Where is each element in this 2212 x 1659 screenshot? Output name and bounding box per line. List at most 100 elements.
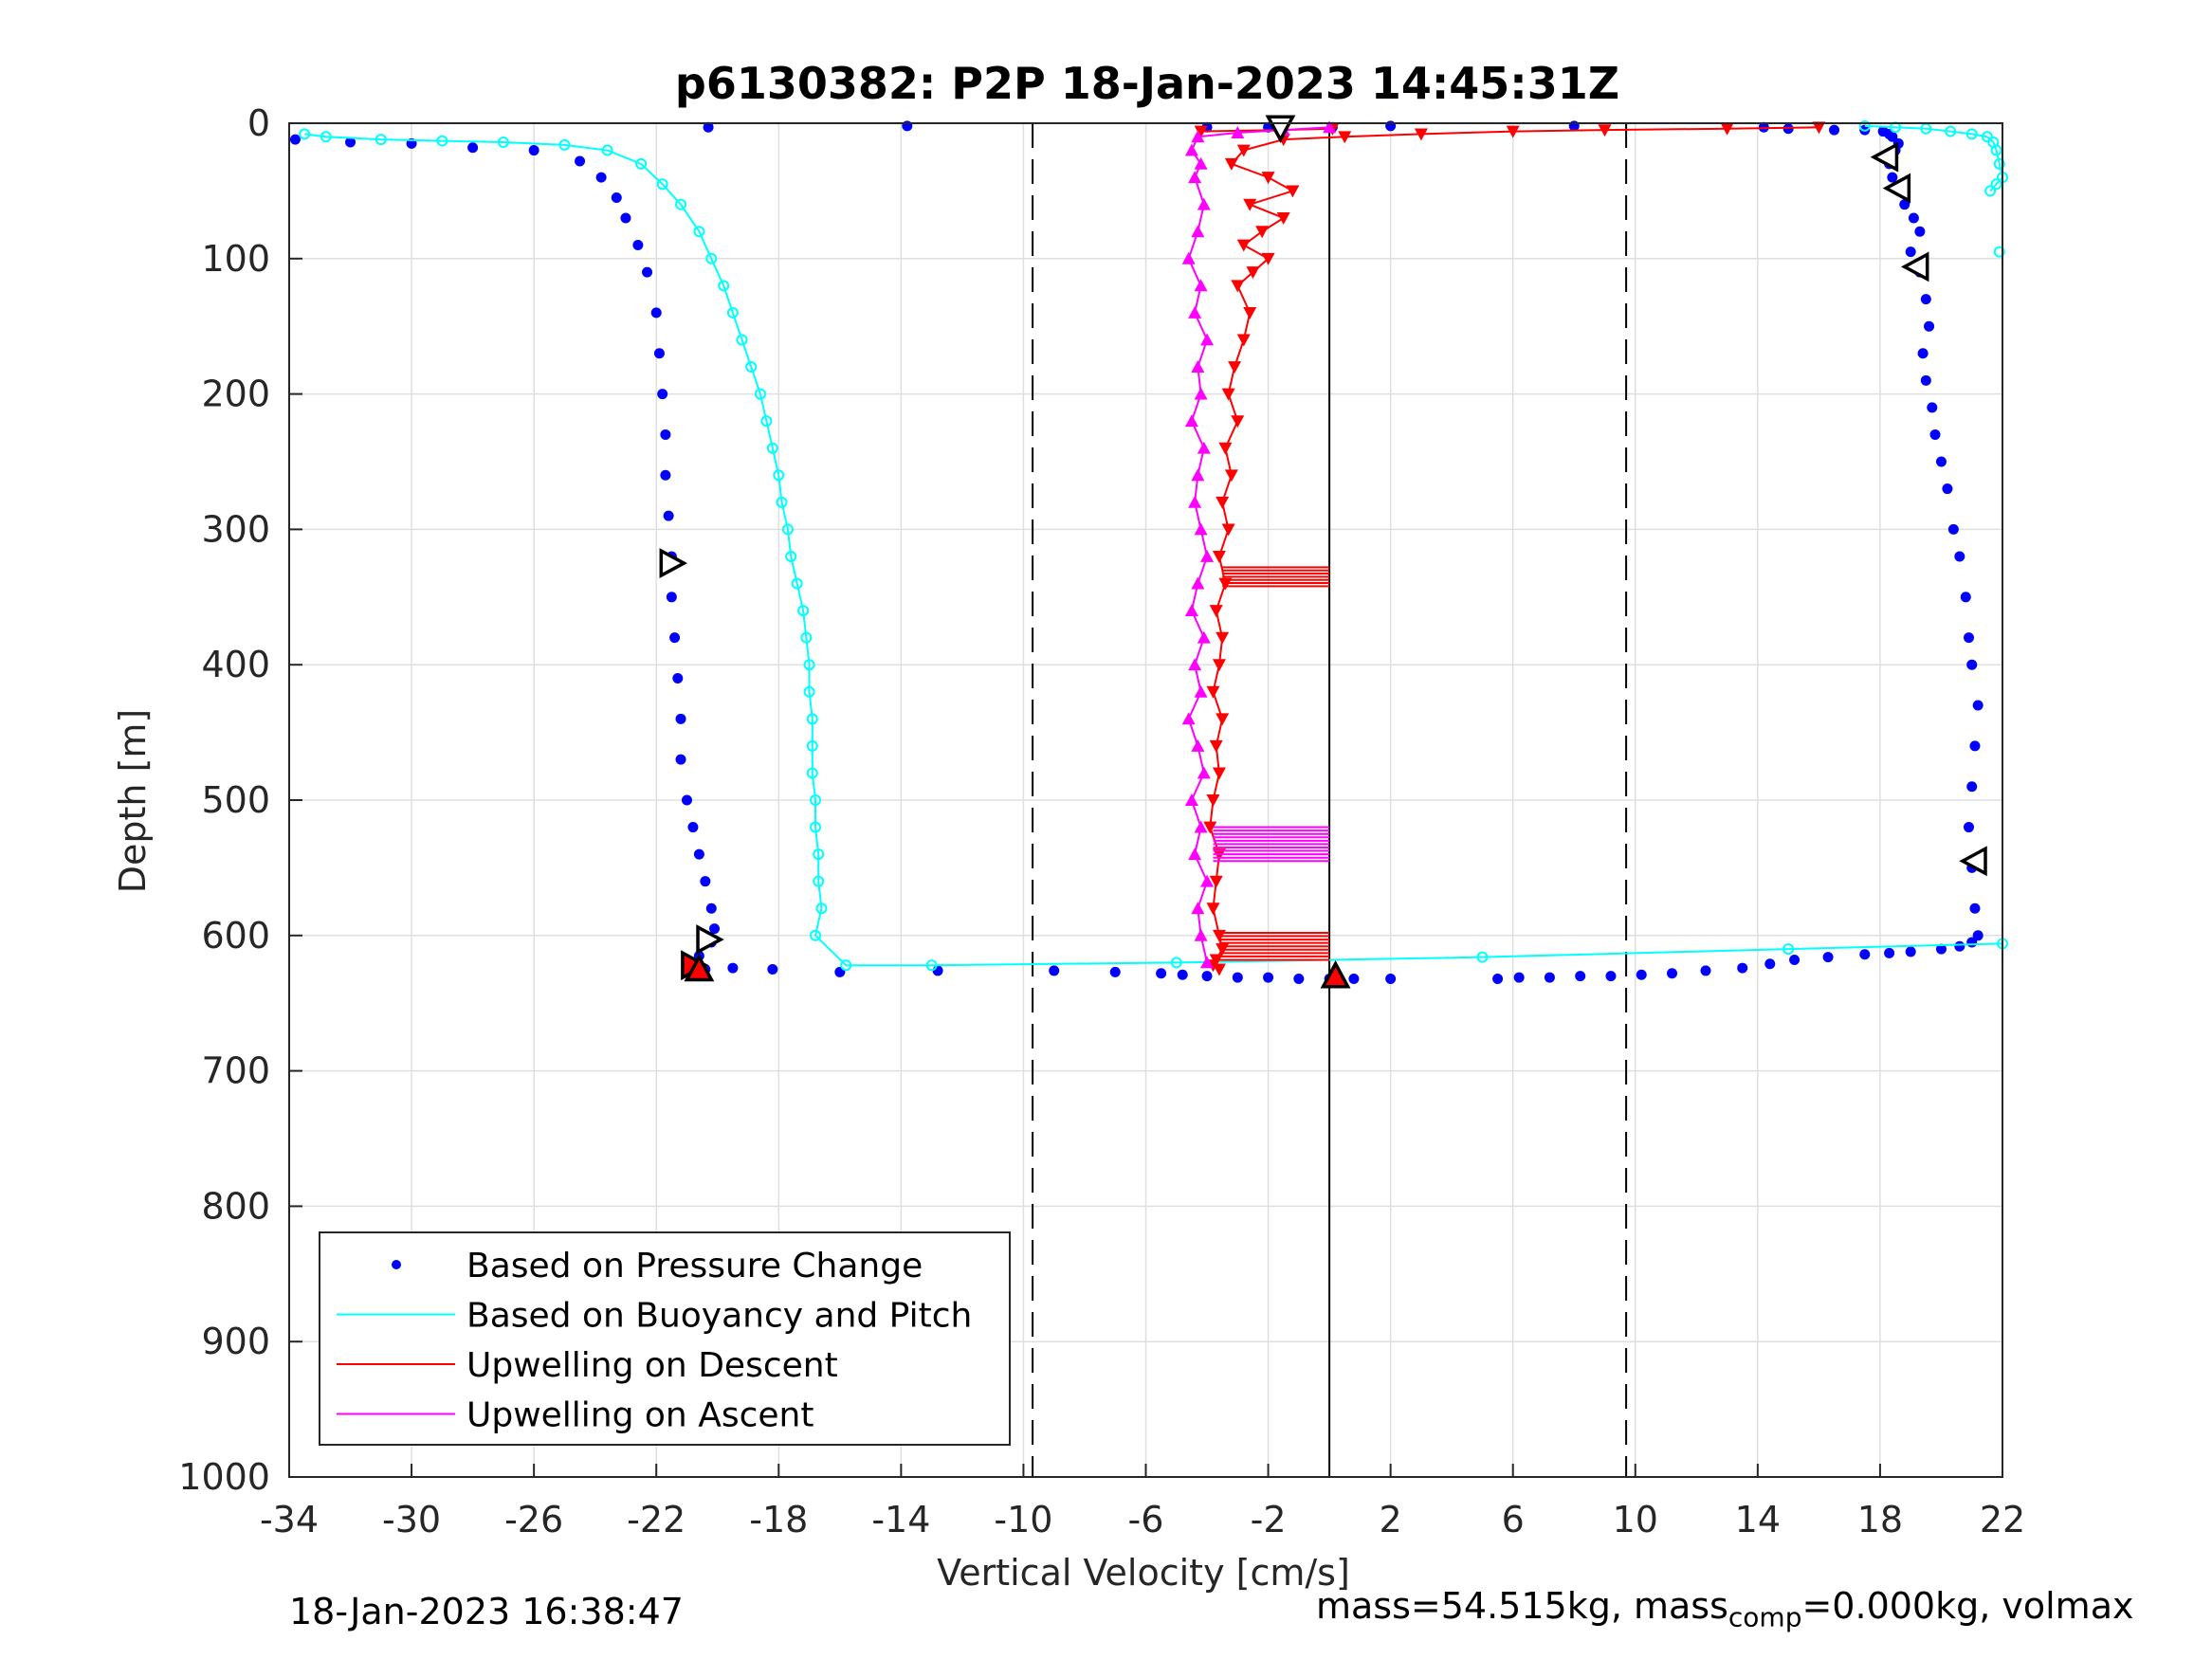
- triangle-marker: [1320, 959, 1351, 989]
- data-point: [1964, 632, 1975, 644]
- data-point: [1323, 120, 1337, 134]
- data-point: [1049, 965, 1060, 976]
- data-point: [813, 875, 825, 887]
- data-point: [1924, 320, 1935, 332]
- data-point: [1737, 962, 1748, 974]
- data-point: [1243, 306, 1257, 319]
- data-point: [1700, 965, 1711, 976]
- data-point: [1667, 968, 1678, 979]
- data-point: [632, 240, 644, 251]
- data-point: [375, 134, 387, 146]
- triangle-marker: [1882, 173, 1911, 204]
- data-point: [1109, 966, 1121, 977]
- x-tick-label: 2: [1380, 1499, 1402, 1540]
- data-point: [1191, 360, 1205, 373]
- data-point: [781, 523, 794, 536]
- data-point: [840, 959, 852, 972]
- data-point: [289, 134, 301, 145]
- data-point: [1822, 952, 1834, 963]
- data-point: [1194, 820, 1208, 833]
- data-point: [1636, 969, 1647, 980]
- series-group: [299, 119, 2008, 972]
- series-line: [304, 133, 2003, 967]
- data-point: [1964, 822, 1975, 833]
- mass-footer: mass=54.515kg, masscomp=0.000kg, volmax: [1316, 1585, 2212, 1633]
- x-axis-label: Vertical Velocity [cm/s]: [937, 1552, 1350, 1594]
- data-point: [1348, 973, 1360, 984]
- y-axis-ticks: 0 100 200 300 400 500 600 700 800 900 1000: [178, 102, 302, 1498]
- data-point: [1181, 712, 1196, 725]
- data-point: [1338, 131, 1352, 144]
- data-point: [620, 212, 631, 224]
- data-point: [1920, 374, 1931, 386]
- data-point: [791, 577, 803, 590]
- x-tick-label: -22: [627, 1499, 686, 1540]
- y-tick-label: 300: [201, 508, 270, 550]
- data-point: [1276, 212, 1290, 225]
- data-point: [1954, 940, 1965, 952]
- data-point: [1197, 766, 1211, 779]
- data-point: [1513, 972, 1525, 983]
- triangle-marker: [659, 548, 688, 579]
- data-point: [1188, 305, 1202, 319]
- data-point: [1927, 402, 1938, 413]
- data-point: [1969, 902, 1981, 914]
- data-point: [1184, 793, 1198, 806]
- data-point: [1969, 740, 1981, 752]
- data-point: [436, 135, 448, 147]
- data-point: [932, 965, 943, 976]
- data-point: [687, 822, 699, 833]
- data-point: [1293, 973, 1305, 984]
- data-point: [1191, 225, 1205, 238]
- data-point: [666, 592, 677, 603]
- data-point: [693, 226, 705, 238]
- data-point: [1191, 576, 1205, 590]
- data-point: [660, 428, 671, 440]
- data-point: [1598, 124, 1612, 137]
- x-tick-label: -18: [749, 1499, 808, 1540]
- data-point: [1191, 130, 1205, 143]
- data-point: [1859, 949, 1871, 960]
- data-point: [1966, 781, 1978, 793]
- x-tick-label: -14: [871, 1499, 930, 1540]
- data-point: [1156, 968, 1167, 979]
- data-point: [1221, 523, 1235, 537]
- data-point: [1236, 239, 1251, 252]
- data-point: [813, 848, 825, 861]
- y-tick-label: 0: [247, 102, 270, 144]
- triangle-marker: [1900, 251, 1929, 283]
- data-point: [1414, 128, 1428, 141]
- mass-text: mass=54.515kg, mass: [1316, 1585, 1728, 1627]
- x-tick-label: -26: [504, 1499, 563, 1540]
- x-tick-label: 6: [1502, 1499, 1525, 1540]
- data-point: [467, 142, 479, 154]
- data-point: [1764, 958, 1776, 970]
- data-point: [1945, 125, 1957, 137]
- data-point: [1255, 226, 1270, 239]
- data-point: [1170, 957, 1182, 969]
- data-point: [1216, 631, 1230, 645]
- data-point: [1908, 212, 1919, 224]
- y-tick-label: 900: [201, 1321, 270, 1362]
- data-point: [1884, 947, 1895, 958]
- data-point: [767, 964, 778, 975]
- data-point: [760, 415, 773, 428]
- data-point: [1993, 246, 2005, 258]
- series-group: [1181, 120, 1337, 969]
- data-point: [806, 767, 818, 779]
- data-point: [1216, 713, 1230, 726]
- data-point: [1184, 143, 1198, 156]
- data-point: [1194, 522, 1208, 536]
- data-point: [1261, 252, 1275, 265]
- data-point: [1942, 483, 1953, 495]
- data-point: [1243, 198, 1257, 211]
- data-point: [1993, 157, 2005, 170]
- data-point: [797, 605, 810, 617]
- data-point: [1231, 280, 1245, 293]
- data-point: [727, 962, 739, 974]
- data-point: [1191, 902, 1205, 915]
- data-point: [1935, 943, 1947, 955]
- data-point: [1194, 387, 1208, 400]
- data-point: [693, 848, 704, 860]
